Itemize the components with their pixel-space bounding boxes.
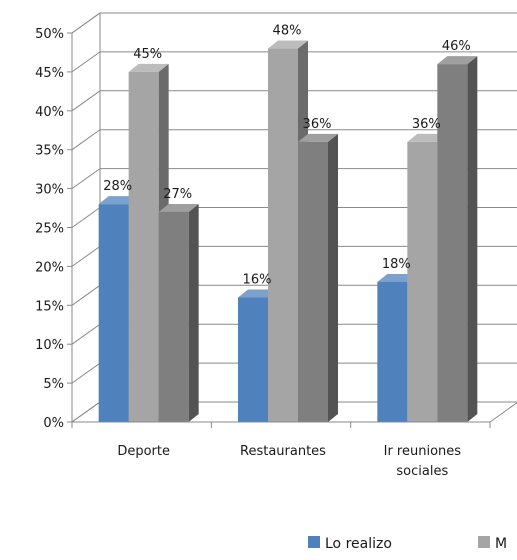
gridline [71,12,517,34]
y-tick-label: 35% [35,144,64,159]
gridline [71,168,517,190]
data-label: 27% [163,187,192,202]
bar-front [268,48,298,423]
y-tick-label: 10% [35,338,64,353]
y-tick-label: 20% [35,260,64,275]
bar-top [158,203,199,212]
bar-top [128,63,169,72]
bar-2-1 [407,133,448,423]
data-label: 28% [103,179,132,194]
y-tick-label: 25% [35,222,64,237]
y-tick-label: 15% [35,299,64,314]
y-axis: 0% 5% 10% 15% 20% 25% 30% 35% 40% 45% 50% [35,27,73,431]
y-tick-label: 40% [35,105,64,120]
bar-front [98,204,129,422]
legend-label: Lo realizo [325,536,392,552]
data-labels: 28% 45% 27% 16% 48% 36% 18% 36% 46% [103,24,471,288]
bar-top [268,40,308,49]
gridline [71,51,517,73]
legend: Lo realizo M [308,536,507,552]
bar-front [437,64,468,423]
data-label: 45% [133,47,162,62]
x-category-label: Ir reuniones sociales [384,444,462,479]
data-label: 46% [442,39,471,54]
bar-top [437,56,478,65]
x-axis: Deporte Restaurantes Ir reuniones sociales [71,421,491,479]
bar-0-2 [158,203,199,422]
data-label: 36% [303,117,332,132]
bar-front [407,141,438,423]
gridline [71,90,517,112]
gridline [71,129,517,151]
bar-front [128,71,159,423]
bar-front [298,141,328,423]
bar-side [188,203,199,422]
bar-2-2 [437,56,478,423]
bar-1-2 [298,133,338,423]
bar-side [467,56,478,423]
legend-label: M [495,536,507,552]
bar-front [377,281,408,422]
data-label: 48% [273,24,302,39]
x-category-label: Deporte [117,444,170,459]
y-tick-label: 5% [43,377,64,392]
bar-front [158,211,189,422]
bar-side [328,133,338,423]
y-tick-label: 45% [35,66,64,81]
bar-top [298,133,338,142]
y-tick-label: 0% [43,416,64,431]
bar-front [238,297,268,422]
legend-swatch [478,536,490,548]
data-label: 18% [382,257,411,272]
bars [98,40,478,423]
legend-swatch [308,536,320,548]
x-category-label: Restaurantes [240,444,326,459]
y-tick-label: 50% [35,27,64,42]
data-label: 16% [243,273,272,288]
y-tick-label: 30% [35,183,64,198]
data-label: 36% [412,117,441,132]
